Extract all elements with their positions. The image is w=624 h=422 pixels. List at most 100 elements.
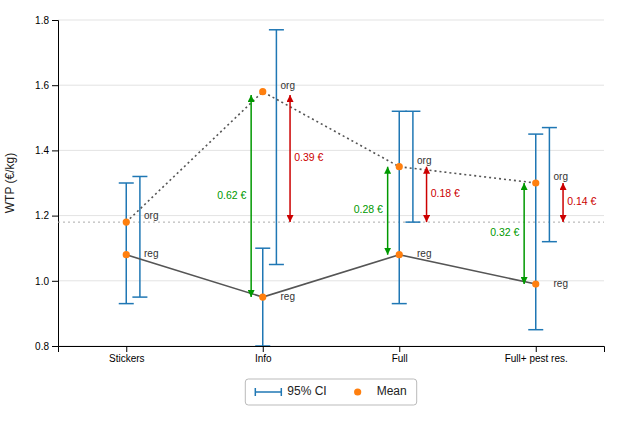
y-axis: 0.8 1.0 1.2 1.4 1.6 1.8: [35, 15, 58, 352]
series-line: [126, 255, 536, 297]
y-tick-label: 1.4: [35, 145, 49, 156]
mean-dot: [259, 294, 266, 301]
ci-cap-high: [392, 111, 407, 113]
ci-cap-high: [528, 133, 543, 135]
mean-dot: [532, 179, 539, 186]
ci-bar: [412, 111, 414, 222]
grid: [58, 20, 604, 346]
annotation-arrow: [426, 167, 428, 222]
annotation-arrow: [289, 95, 291, 222]
y-tick-label: 0.8: [35, 341, 49, 352]
annotation-arrow: [250, 95, 252, 297]
y-tick-label: 1.0: [35, 276, 49, 287]
legend: 95% CI Mean: [245, 379, 416, 405]
ci-bar: [399, 111, 401, 303]
legend-ci-cap: [255, 388, 257, 396]
legend-item: Mean: [354, 384, 407, 398]
ci-cap-low: [528, 329, 543, 331]
ci-cap-low: [132, 296, 147, 298]
y-axis-title: WTP (€/kg): [3, 153, 17, 213]
x-tick-mark: [536, 346, 537, 352]
x-axis-line: [59, 347, 605, 353]
legend-mean-symbol: [354, 388, 361, 395]
marks: [58, 30, 604, 346]
ci-cap-low: [542, 241, 557, 243]
y-tick-label: 1.6: [35, 80, 49, 91]
point-label: reg: [553, 278, 567, 289]
y-tick-mark: [52, 20, 58, 21]
x-tick-label: Info: [255, 353, 272, 364]
legend-ci-cap: [281, 388, 283, 396]
grid-line: [58, 150, 604, 151]
ci-cap-low: [255, 345, 270, 346]
series-line: [126, 92, 536, 222]
point-label: org: [553, 171, 567, 182]
ci-cap-low: [392, 303, 407, 305]
ci-bars: [132, 30, 557, 297]
y-tick-mark: [52, 216, 58, 217]
y-tick: 1.0: [35, 276, 58, 287]
ci-cap-high: [542, 127, 557, 129]
mean-dot: [396, 163, 403, 170]
labels: regregregregorgorgorgorg0.62 €0.39 €0.28…: [144, 80, 597, 302]
legend-items: 95% CI Mean: [255, 384, 406, 398]
annotation-label: 0.28 €: [354, 203, 383, 215]
legend-label: 95% CI: [287, 384, 326, 398]
annotation-label: 0.18 €: [431, 187, 460, 199]
y-tick: 1.8: [35, 15, 58, 26]
ci-bars: [119, 111, 544, 346]
y-tick-mark: [52, 281, 58, 282]
ci-cap-high: [119, 182, 134, 184]
point-label: reg: [417, 248, 431, 259]
mean-dot: [123, 251, 130, 258]
legend-item: 95% CI: [255, 384, 326, 398]
mean-dot: [532, 280, 539, 287]
mean-dot: [396, 251, 403, 258]
x-tick-mark: [263, 346, 264, 352]
point-label: org: [417, 155, 431, 166]
y-tick: 1.2: [35, 210, 58, 221]
ci-bar: [276, 30, 278, 265]
x-tick-label: Full+ pest res.: [505, 353, 568, 364]
legend-label: Mean: [377, 384, 407, 398]
ci-cap-high: [405, 111, 420, 113]
y-tick: 0.8: [35, 341, 58, 352]
mean-dot: [259, 88, 266, 95]
ci-bar: [126, 183, 128, 304]
ci-bar: [535, 134, 537, 330]
ci-cap-high: [255, 247, 270, 249]
annotation-label: 0.62 €: [217, 189, 246, 201]
x-tick: Stickers: [109, 346, 145, 364]
legend-ci-symbol: [255, 391, 281, 393]
chart-svg: 0.8 1.0 1.2 1.4 1.6 1.8 Stickers Info Full Full+ …: [0, 0, 624, 422]
x-tick: Full: [392, 346, 408, 364]
x-tick-mark: [399, 346, 400, 352]
y-tick-mark: [52, 85, 58, 86]
x-tick: Full+ pest res.: [505, 346, 568, 364]
point-label: org: [144, 210, 158, 221]
y-tick-mark: [52, 346, 58, 347]
annotation-arrow: [523, 183, 525, 284]
y-tick: 1.4: [35, 145, 58, 156]
plot: 0.8 1.0 1.2 1.4 1.6 1.8 Stickers Info Full Full+ …: [3, 15, 605, 364]
annotation-arrow: [387, 167, 389, 255]
x-tick-label: Full: [392, 353, 408, 364]
ci-cap-high: [269, 29, 284, 31]
y-tick: 1.6: [35, 80, 58, 91]
mean-dot: [123, 219, 130, 226]
point-label: reg: [144, 248, 158, 259]
x-tick-mark: [126, 346, 127, 352]
x-axis: Stickers Info Full Full+ pest res.: [59, 346, 605, 364]
ci-cap-low: [269, 264, 284, 266]
annotation-arrow: [562, 183, 564, 222]
y-axis-line: [52, 21, 59, 347]
ci-bar: [139, 176, 141, 297]
legend-frame: [245, 379, 416, 405]
y-tick-mark: [52, 150, 58, 151]
y-tick-label: 1.2: [35, 210, 49, 221]
grid-line: [58, 20, 604, 21]
y-tick-label: 1.8: [35, 15, 49, 26]
annotation-label: 0.32 €: [490, 226, 519, 238]
annotation-label: 0.39 €: [294, 151, 323, 163]
x-tick: Info: [255, 346, 272, 364]
